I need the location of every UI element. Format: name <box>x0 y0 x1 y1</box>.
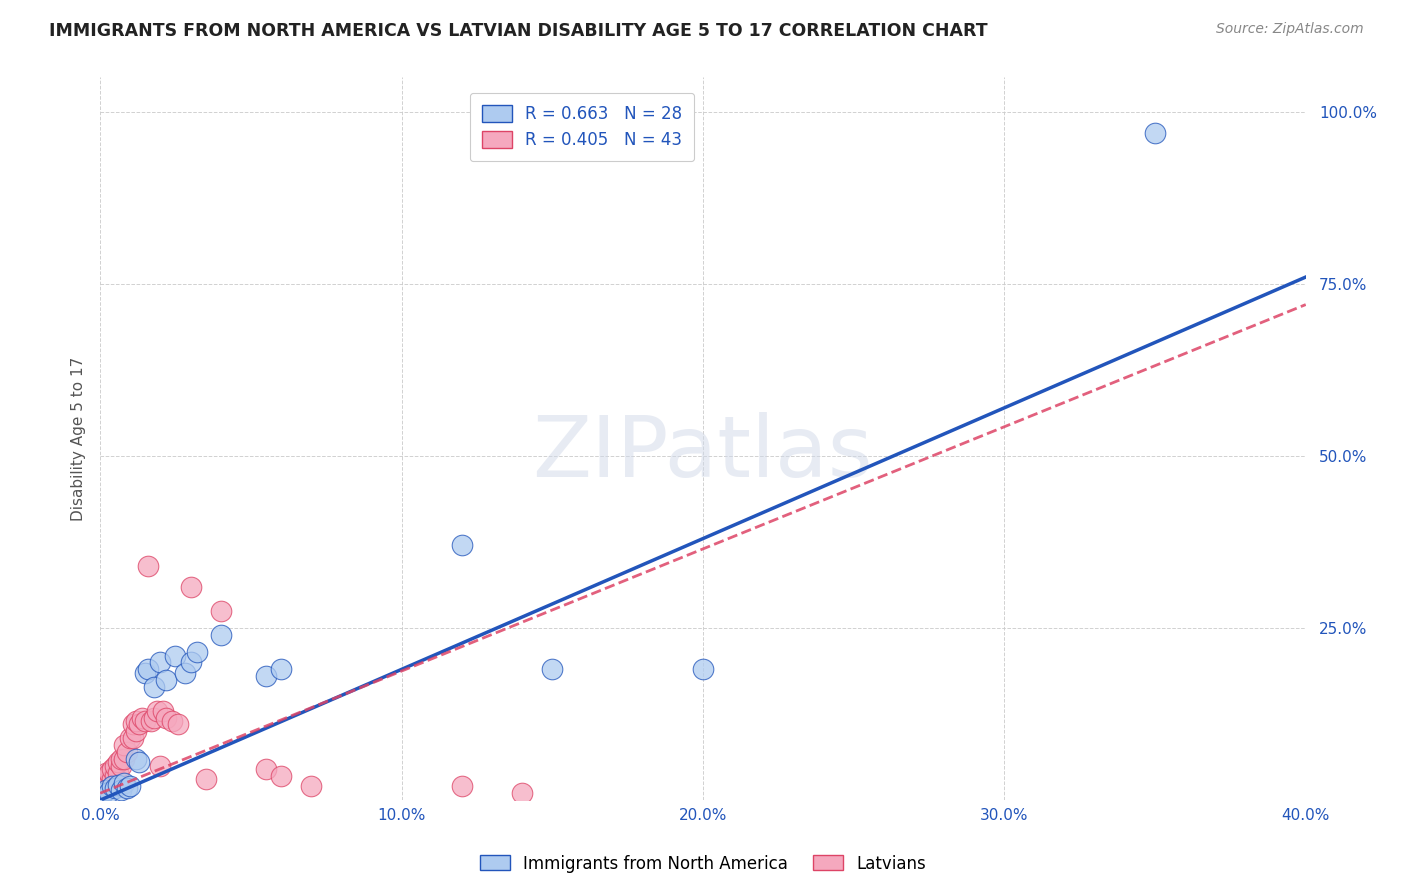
Point <box>146 704 169 718</box>
Text: IMMIGRANTS FROM NORTH AMERICA VS LATVIAN DISABILITY AGE 5 TO 17 CORRELATION CHAR: IMMIGRANTS FROM NORTH AMERICA VS LATVIAN… <box>49 22 988 40</box>
Point <box>450 780 472 794</box>
Point <box>541 662 564 676</box>
Point <box>299 780 322 794</box>
Point <box>112 738 135 752</box>
Point <box>125 724 148 739</box>
Y-axis label: Disability Age 5 to 17: Disability Age 5 to 17 <box>72 357 86 521</box>
Point <box>254 669 277 683</box>
Point <box>125 714 148 728</box>
Point <box>692 662 714 676</box>
Point <box>110 758 132 772</box>
Point <box>134 714 156 728</box>
Legend: Immigrants from North America, Latvians: Immigrants from North America, Latvians <box>474 848 932 880</box>
Point <box>117 745 139 759</box>
Point <box>149 656 172 670</box>
Point <box>112 752 135 766</box>
Point <box>98 776 121 790</box>
Point <box>152 704 174 718</box>
Point <box>173 665 195 680</box>
Point <box>104 780 127 795</box>
Point <box>112 776 135 790</box>
Text: ZIPatlas: ZIPatlas <box>533 412 873 495</box>
Point <box>180 656 202 670</box>
Point <box>270 662 292 676</box>
Point <box>120 731 142 746</box>
Point <box>107 765 129 780</box>
Text: Source: ZipAtlas.com: Source: ZipAtlas.com <box>1216 22 1364 37</box>
Point <box>107 756 129 770</box>
Point <box>138 559 160 574</box>
Point <box>98 785 121 799</box>
Point <box>254 762 277 776</box>
Point <box>101 772 124 787</box>
Point <box>96 765 118 780</box>
Point <box>117 780 139 795</box>
Point <box>110 752 132 766</box>
Point <box>209 628 232 642</box>
Point <box>155 710 177 724</box>
Point <box>450 539 472 553</box>
Point <box>186 645 208 659</box>
Point <box>101 762 124 776</box>
Point <box>96 776 118 790</box>
Legend: R = 0.663   N = 28, R = 0.405   N = 43: R = 0.663 N = 28, R = 0.405 N = 43 <box>470 93 695 161</box>
Point <box>131 710 153 724</box>
Point <box>143 680 166 694</box>
Point <box>510 786 533 800</box>
Point <box>125 752 148 766</box>
Point <box>122 717 145 731</box>
Point <box>180 580 202 594</box>
Point <box>167 717 190 731</box>
Point <box>91 786 114 800</box>
Point <box>1144 126 1167 140</box>
Point <box>128 717 150 731</box>
Point <box>270 769 292 783</box>
Point <box>90 780 112 794</box>
Point <box>138 662 160 676</box>
Point <box>128 756 150 770</box>
Point <box>96 782 118 797</box>
Point <box>155 673 177 687</box>
Point <box>134 665 156 680</box>
Point <box>141 714 163 728</box>
Point <box>107 778 129 792</box>
Point <box>110 782 132 797</box>
Point <box>104 769 127 783</box>
Point <box>209 604 232 618</box>
Point <box>91 780 114 795</box>
Point <box>143 710 166 724</box>
Point <box>101 780 124 794</box>
Point <box>162 714 184 728</box>
Point <box>122 731 145 746</box>
Point <box>91 772 114 787</box>
Point <box>120 780 142 794</box>
Point <box>165 648 187 663</box>
Point <box>104 758 127 772</box>
Point <box>98 765 121 780</box>
Point <box>149 758 172 772</box>
Point <box>194 772 217 787</box>
